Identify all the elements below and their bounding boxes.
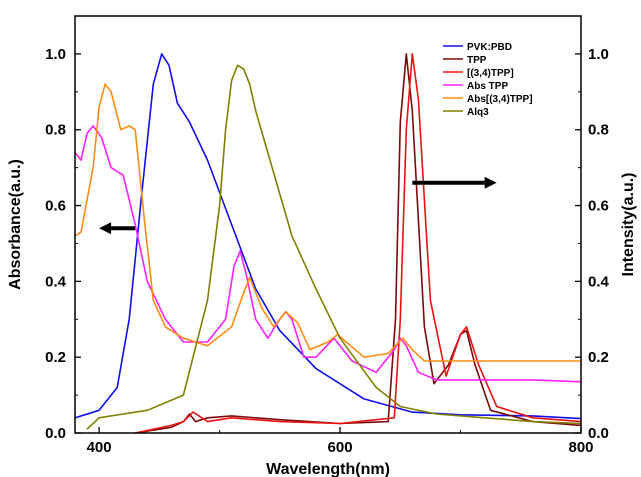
series-line-3 — [135, 54, 581, 433]
y-left-tick-label: 0.2 — [45, 349, 66, 366]
x-tick-label: 400 — [87, 439, 112, 456]
y-left-tick-label: 0.4 — [45, 273, 67, 290]
y-left-tick-label: 0.0 — [45, 425, 66, 442]
legend-label: PVK:PBD — [467, 42, 512, 53]
series-line-1 — [75, 54, 581, 419]
legend: PVK:PBD TPP [(3,4)TPP] Abs TPP Abs[(3,4)TPP]… — [443, 42, 533, 118]
x-axis-label: Wavelength(nm) — [266, 461, 390, 477]
arrow-left-icon — [99, 222, 111, 234]
y-left-tick-label: 0.8 — [45, 122, 66, 139]
y-left-tick-label: 1.0 — [45, 46, 66, 63]
series-line-4 — [75, 126, 581, 382]
series-line-6 — [87, 65, 581, 429]
legend-label: TPP — [467, 55, 487, 66]
y-right-tick-label: 0.6 — [588, 198, 609, 215]
arrow-right-icon — [485, 177, 497, 189]
series-line-5 — [75, 84, 581, 361]
legend-label: [(3,4)TPP] — [467, 68, 514, 79]
y-right-tick-label: 0.0 — [588, 425, 609, 442]
legend-label: Abs TPP — [467, 81, 508, 92]
y-axis-label-right: Intensity(a.u.) — [620, 172, 637, 276]
y-right-tick-label: 0.2 — [588, 349, 609, 366]
series-layer — [75, 54, 581, 433]
y-right-tick-label: 1.0 — [588, 46, 609, 63]
legend-label: Abs[(3,4)TPP] — [467, 94, 533, 105]
y-right-tick-label: 0.8 — [588, 122, 609, 139]
arrow-layer — [99, 177, 497, 234]
y-right-tick-label: 0.4 — [588, 273, 610, 290]
y-axis-label-left: Absorbance(a.u.) — [7, 159, 24, 290]
series-line-2 — [135, 54, 581, 433]
y-left-tick-label: 0.6 — [45, 198, 66, 215]
x-tick-label: 600 — [328, 439, 353, 456]
legend-label: Alq3 — [467, 107, 489, 118]
